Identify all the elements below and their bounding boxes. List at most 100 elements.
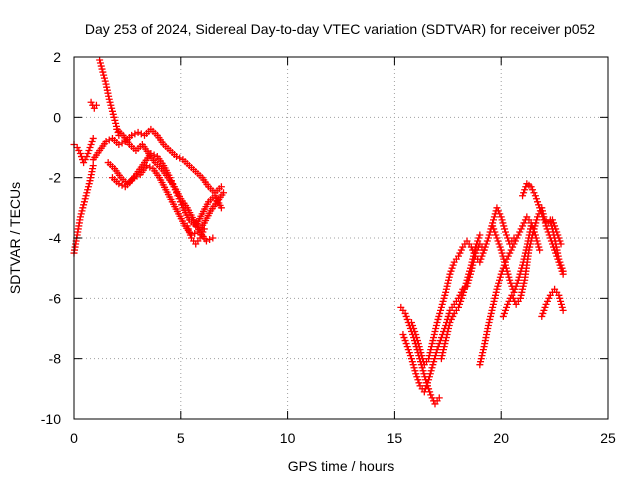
data-point-marker [433,346,441,354]
data-point-marker [534,240,542,248]
data-point-marker [493,285,501,293]
data-point-marker [447,267,455,275]
data-point-marker [558,264,566,272]
x-tick-label: 15 [387,430,403,446]
data-point-marker [511,285,519,293]
data-point-marker [89,162,97,170]
data-point-marker [495,276,503,284]
data-point-marker [501,306,509,314]
data-point-marker [410,364,418,372]
data-point-marker [445,276,453,284]
data-point-marker [525,246,533,254]
data-point-marker [78,207,86,215]
data-point-marker [482,240,490,248]
data-point-marker [533,237,541,245]
data-point-marker [150,151,158,159]
data-point-marker [513,234,521,242]
data-point-marker [494,207,502,215]
data-point-marker [460,288,468,296]
data-point-marker [89,134,97,142]
data-layer [70,56,567,408]
data-point-marker [500,309,508,317]
data-point-marker [536,246,544,254]
data-point-marker [492,288,500,296]
data-point-marker [502,264,510,272]
data-point-marker [401,309,409,317]
data-point-marker [100,71,108,79]
data-point-marker [477,255,485,263]
data-point-marker [111,116,119,124]
data-point-marker [186,231,194,239]
data-point-marker [519,192,527,200]
data-point-marker [436,309,444,317]
data-point-marker [517,225,525,233]
data-point-marker [542,300,550,308]
data-point-marker [471,246,479,254]
data-point-marker [439,349,447,357]
data-point-marker [191,229,199,237]
data-point-marker [420,388,428,396]
data-point-marker [469,252,477,260]
data-point-marker [200,225,208,233]
data-point-marker [469,255,477,263]
data-point-marker [555,291,563,299]
data-point-marker [492,231,500,239]
data-point-marker [217,204,225,212]
data-point-marker [185,228,193,236]
data-point-marker [439,297,447,305]
data-point-marker [409,321,417,329]
data-point-marker [446,318,454,326]
data-point-marker [466,267,474,275]
data-point-marker [480,246,488,254]
data-point-marker [483,237,491,245]
data-point-marker [520,189,528,197]
data-point-marker [559,267,567,275]
data-point-marker [495,240,503,248]
data-point-marker [431,328,439,336]
data-point-marker [481,243,489,251]
data-point-marker [108,107,116,115]
data-point-marker [406,352,414,360]
data-point-marker [206,236,214,244]
data-point-marker [81,195,89,203]
data-point-marker [539,213,547,221]
data-point-marker [493,234,501,242]
data-point-marker [497,213,505,221]
y-tick-label: -10 [41,411,61,427]
data-point-marker [464,273,472,281]
data-point-marker [109,110,117,118]
data-point-marker [465,270,473,278]
data-point-marker [432,349,440,357]
data-point-marker [429,361,437,369]
data-point-marker [496,210,504,218]
data-point-marker [209,234,217,242]
data-point-marker [509,243,517,251]
data-point-marker [489,303,497,311]
data-point-marker [410,325,418,332]
data-point-marker [417,349,425,357]
data-point-marker [399,331,407,339]
data-point-marker [442,334,450,342]
data-point-marker [497,246,505,254]
data-point-marker [430,331,438,339]
data-point-marker [173,189,181,197]
data-point-marker [425,355,433,363]
data-point-marker [476,361,484,369]
data-point-marker [459,291,467,299]
data-point-marker [87,140,95,148]
data-point-marker [519,282,527,290]
data-point-marker [489,300,497,308]
data-point-marker [447,315,455,323]
data-point-marker [475,234,483,242]
data-point-marker [456,300,464,308]
data-point-marker [490,213,498,221]
data-point-marker [171,186,179,194]
data-point-marker [456,249,464,257]
data-point-marker [494,237,502,245]
y-axis-title: SDTVAR / TECUs [7,182,23,294]
data-point-marker [488,306,496,314]
data-point-marker [402,340,410,348]
data-point-marker [424,379,432,387]
data-point-marker [526,240,534,248]
